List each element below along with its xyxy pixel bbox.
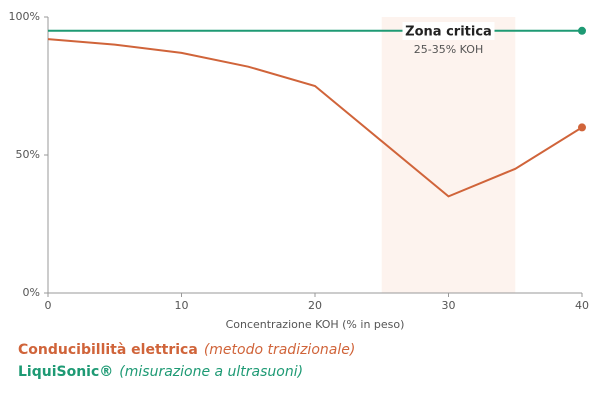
x-axis-label: Concentrazione KOH (% in peso) xyxy=(226,318,405,331)
y-tick-label: 0% xyxy=(23,286,40,299)
annotation-title: Zona critica xyxy=(405,25,492,40)
y-tick-label: 100% xyxy=(9,10,40,23)
end-marker xyxy=(578,123,586,132)
legend-name: LiquiSonic® xyxy=(18,364,113,380)
series-line xyxy=(47,38,583,198)
legend-description: (misurazione a ultrasuoni) xyxy=(119,364,303,380)
legend-entry: Conducibillità elettrica (metodo tradizio… xyxy=(18,342,355,358)
legend-entry: LiquiSonic® (misurazione a ultrasuoni) xyxy=(18,364,303,380)
x-tick-label: 0 xyxy=(45,299,52,312)
x-tick-label: 20 xyxy=(308,299,322,312)
y-tick-label: 50% xyxy=(16,148,40,161)
legend-description: (metodo tradizionale) xyxy=(204,342,356,358)
end-marker xyxy=(578,26,586,35)
annotation-subtitle: 25-35% KOH xyxy=(414,43,483,56)
critical-zone xyxy=(381,17,516,293)
x-tick-label: 10 xyxy=(175,299,189,312)
x-tick-label: 40 xyxy=(575,299,589,312)
x-tick-label: 30 xyxy=(442,299,456,312)
legend-name: Conducibillità elettrica xyxy=(18,342,198,358)
annotation-bg xyxy=(402,22,495,40)
